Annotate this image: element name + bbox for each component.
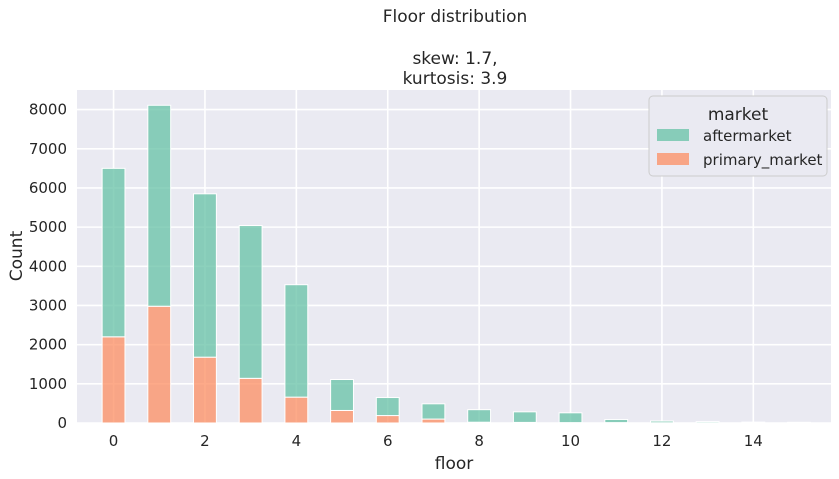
y-tick-label: 7000 [29,140,67,158]
bar-aftermarket-8 [467,409,492,423]
x-axis-label: floor [435,454,474,474]
bar-aftermarket-15 [787,421,811,424]
bar-aftermarket-5 [330,379,354,411]
y-tick-label: 5000 [29,218,67,236]
chart-title: Floor distribution [383,7,528,27]
x-tick-labels: 0 2 4 6 8 10 12 14 [109,432,763,450]
x-tick-label: 0 [109,432,119,450]
chart-subtitle-line-2: kurtosis: 3.9 [403,69,508,89]
legend-label-primary-market: primary_market [703,151,823,170]
legend-swatch-aftermarket [657,129,689,141]
legend-title: market [708,105,769,125]
y-tick-label: 2000 [29,336,67,354]
legend-swatch-primary-market [657,153,689,165]
bar-primary-market-2 [193,356,217,424]
bars [101,104,811,424]
bar-aftermarket-4 [284,284,309,398]
legend-label-aftermarket: aftermarket [703,127,792,145]
x-tick-label: 12 [652,432,671,450]
bar-aftermarket-1 [147,104,172,307]
x-tick-label: 10 [561,432,580,450]
legend-box [648,95,828,177]
bar-aftermarket-11 [604,418,629,424]
bar-primary-market-3 [238,377,263,424]
x-tick-label: 6 [383,432,393,450]
y-tick-labels: 0 1000 2000 3000 4000 5000 6000 7000 8000 [29,101,67,432]
bar-aftermarket-13 [695,421,720,424]
y-tick-label: 6000 [29,179,67,197]
bar-primary-market-4 [284,396,309,424]
bar-aftermarket-10 [558,412,583,424]
bar-aftermarket-3 [238,225,263,379]
y-tick-label: 3000 [29,296,67,314]
y-tick-label: 0 [57,414,67,432]
y-tick-label: 8000 [29,101,67,119]
legend: market aftermarket primary_market [648,95,828,177]
bar-primary-market-5 [330,409,354,424]
bar-aftermarket-12 [649,420,674,424]
bar-aftermarket-0 [101,167,126,338]
x-tick-label: 2 [200,432,210,450]
bar-primary-market-1 [147,305,172,424]
bar-aftermarket-14 [741,421,766,424]
bar-primary-market-0 [101,336,126,424]
y-axis-label: Count [7,230,27,281]
bar-aftermarket-7 [421,403,446,420]
x-tick-label: 8 [474,432,484,450]
y-tick-label: 4000 [29,257,67,275]
bar-primary-market-7 [421,418,446,424]
bar-aftermarket-9 [512,411,537,423]
bar-primary-market-6 [375,415,400,424]
bar-aftermarket-2 [193,193,217,358]
chart-subtitle-line-1: skew: 1.7, [412,49,497,69]
x-tick-label: 4 [292,432,302,450]
x-tick-label: 14 [744,432,763,450]
bar-aftermarket-6 [375,397,400,417]
y-tick-label: 1000 [29,375,67,393]
